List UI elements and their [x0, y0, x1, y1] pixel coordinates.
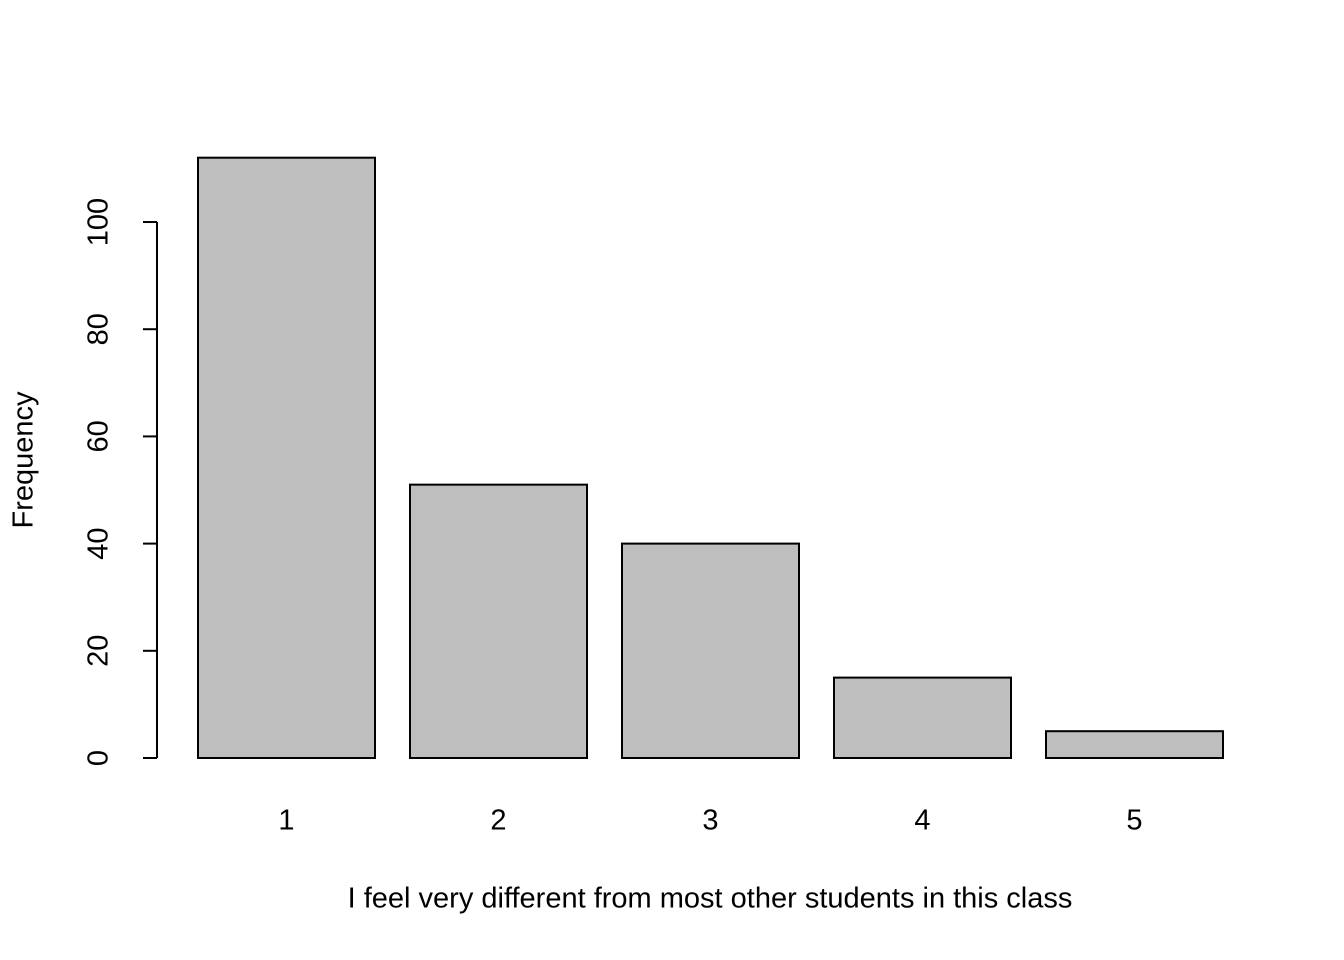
bar	[409, 483, 588, 759]
y-tick-label: 40	[83, 527, 115, 559]
y-tick-label: 80	[83, 313, 115, 345]
y-tick-label: 0	[83, 750, 115, 766]
y-tick-label: 100	[83, 198, 115, 246]
x-tick-label: 2	[490, 805, 506, 837]
y-axis-label: Frequency	[8, 391, 40, 529]
y-tick-label: 20	[83, 635, 115, 667]
bar	[1045, 730, 1224, 759]
x-tick-label: 5	[1126, 805, 1142, 837]
bar	[833, 676, 1012, 759]
x-tick-label: 4	[914, 805, 930, 837]
x-tick-label: 3	[702, 805, 718, 837]
bar	[621, 542, 800, 759]
y-tick-label: 60	[83, 420, 115, 452]
x-tick-label: 1	[278, 805, 294, 837]
x-axis-label: I feel very different from most other st…	[348, 883, 1073, 915]
bar	[197, 156, 376, 759]
